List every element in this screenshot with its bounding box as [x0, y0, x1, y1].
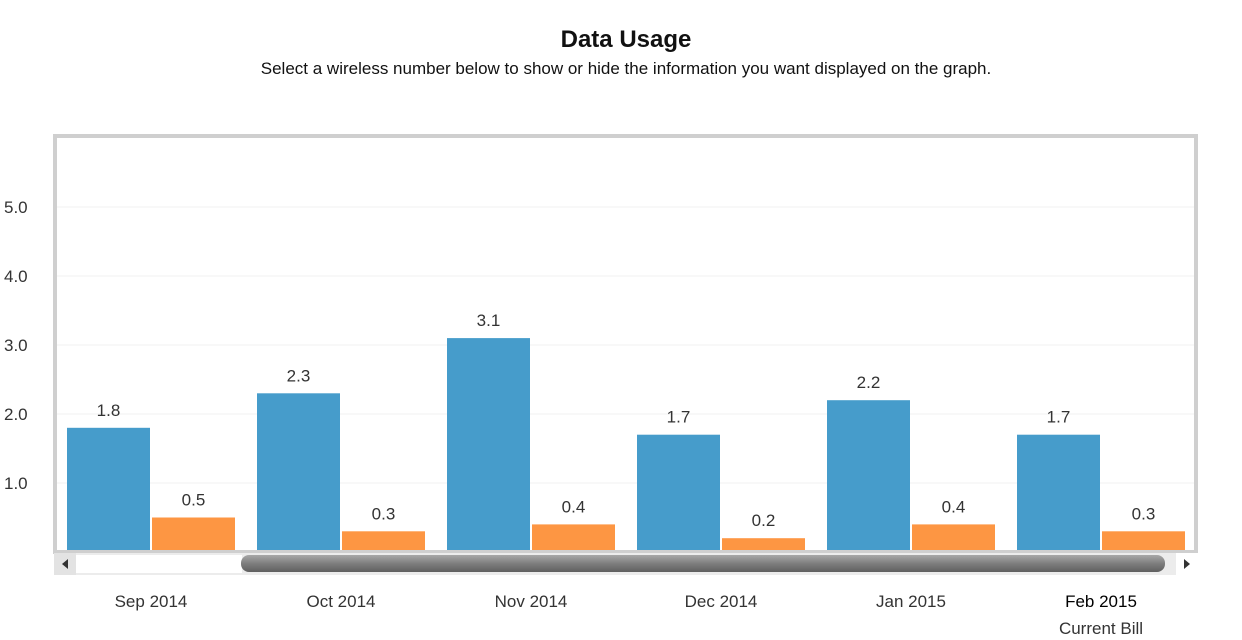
- data-label: 1.7: [667, 408, 691, 427]
- bar-series-2-oct-2014[interactable]: [342, 531, 425, 552]
- current-bill-label: Current Bill: [1059, 619, 1143, 638]
- data-label: 1.7: [1047, 408, 1071, 427]
- x-tick-label: Oct 2014: [307, 592, 376, 611]
- data-label: 0.5: [182, 491, 206, 510]
- bars[interactable]: [67, 338, 1185, 552]
- horizontal-scrollbar[interactable]: [54, 553, 1199, 575]
- data-label: 1.8: [97, 401, 121, 420]
- data-labels: 1.8 2.3 3.1 1.7 2.2 1.7 0.5 0.3 0.4 0.2 0.4 0.3: [97, 311, 1156, 530]
- y-tick-label: 4.0: [4, 267, 28, 286]
- bar-series-2-nov-2014[interactable]: [532, 524, 615, 552]
- bar-series-1-nov-2014[interactable]: [447, 338, 530, 552]
- arrow-left-icon: [62, 559, 68, 569]
- bar-series-1-jan-2015[interactable]: [827, 400, 910, 552]
- bar-series-1-oct-2014[interactable]: [257, 393, 340, 552]
- bar-series-2-jan-2015[interactable]: [912, 524, 995, 552]
- grid-layer: [57, 206, 1194, 484]
- x-tick-label: Jan 2015: [876, 592, 946, 611]
- chart-title: Data Usage: [560, 26, 692, 53]
- y-tick-label: 1.0: [4, 474, 28, 493]
- x-tick-label: Sep 2014: [115, 592, 188, 611]
- data-label: 0.2: [752, 511, 776, 530]
- y-tick-label: 5.0: [4, 198, 28, 217]
- data-label: 0.3: [1132, 504, 1156, 523]
- bar-series-1-sep-2014[interactable]: [67, 427, 150, 552]
- bar-series-2-sep-2014[interactable]: [152, 517, 235, 553]
- data-label: 0.4: [942, 497, 966, 516]
- scrollbar-track-left-segment: [76, 555, 242, 573]
- data-label: 0.3: [372, 504, 396, 523]
- y-tick-label: 2.0: [4, 405, 28, 424]
- x-tick-label[interactable]: Feb 2015: [1065, 592, 1137, 611]
- chart-subtitle: Select a wireless number below to show o…: [260, 59, 992, 78]
- bar-series-1-feb-2015[interactable]: [1017, 434, 1100, 552]
- data-label: 2.2: [857, 373, 881, 392]
- arrow-right-icon: [1184, 559, 1190, 569]
- x-tick-label: Dec 2014: [685, 592, 758, 611]
- x-tick-label: Nov 2014: [495, 592, 568, 611]
- bar-series-1-dec-2014[interactable]: [637, 434, 720, 552]
- x-axis-ticks: Sep 2014 Oct 2014 Nov 2014 Dec 2014 Jan 2015…: [115, 592, 1143, 638]
- data-label: 2.3: [287, 366, 311, 385]
- bar-series-2-feb-2015[interactable]: [1102, 531, 1185, 552]
- chart-header: Data Usage Select a wireless number belo…: [0, 24, 1242, 80]
- data-label: 0.4: [562, 497, 586, 516]
- bar-series-2-dec-2014[interactable]: [722, 538, 805, 552]
- data-label: 3.1: [477, 311, 501, 330]
- y-tick-label: 3.0: [4, 336, 28, 355]
- y-axis-ticks: 1.0 2.0 3.0 4.0 5.0: [4, 198, 28, 493]
- plot-frame: [53, 134, 1198, 554]
- scrollbar-thumb[interactable]: [241, 555, 1165, 572]
